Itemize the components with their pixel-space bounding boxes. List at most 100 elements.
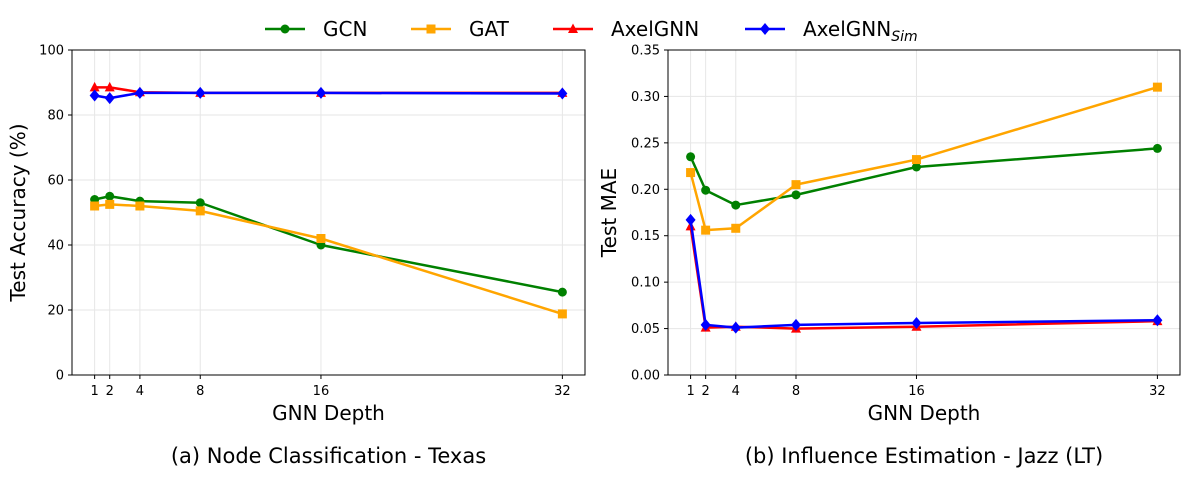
x-tick-label: 16 <box>908 384 925 399</box>
series-gat <box>90 199 567 319</box>
x-tick-label: 32 <box>1149 384 1166 399</box>
series-gcn-point <box>1152 143 1162 153</box>
series-gat-point <box>105 199 115 209</box>
series-gat-point <box>195 206 205 216</box>
x-tick-label: 2 <box>702 384 710 399</box>
x-tick-label: 16 <box>313 384 330 399</box>
legend-item-gcn: GCN <box>265 17 367 41</box>
series-gcn-point <box>195 198 205 208</box>
y-tick-label: 0.00 <box>631 369 660 384</box>
series-gcn <box>686 143 1162 210</box>
series-axelgnn-sim <box>685 213 1163 334</box>
plot-frame <box>667 49 1181 376</box>
y-axis: 0 20 40 60 80 100 <box>39 44 72 384</box>
series-axelgnn-sim-point <box>685 213 696 226</box>
panel-caption: (a) Node Classification - Texas <box>171 444 486 468</box>
series-gcn-point <box>911 162 921 172</box>
series-axelgnn-sim-line <box>94 91 563 100</box>
series-axelgnn-sim-point <box>1152 314 1163 327</box>
y-tick-label: 0.25 <box>631 136 660 151</box>
x-tick-label: 1 <box>90 384 98 399</box>
x-tick-label: 8 <box>196 384 204 399</box>
series-axelgnn-sim-point <box>557 87 568 100</box>
legend-subscript: Sim <box>891 29 917 45</box>
y-axis-label: Test MAE <box>597 168 621 258</box>
series-gat <box>686 82 1162 235</box>
panel-caption: (b) Influence Estimation - Jazz (LT) <box>745 444 1103 468</box>
y-tick-label: 0.30 <box>631 90 660 105</box>
legend: GCN GAT AxelGNN AxelGNNSim <box>265 17 918 45</box>
series-axelgnn <box>685 220 1163 333</box>
x-tick-label: 2 <box>106 384 114 399</box>
legend-marker <box>568 23 578 33</box>
legend-item-axelgnn-sim: AxelGNNSim <box>745 17 918 45</box>
y-tick-label: 40 <box>47 239 64 254</box>
legend-label: AxelGNN <box>611 17 699 41</box>
x-axis-label: GNN Depth <box>868 401 981 425</box>
x-tick-label: 4 <box>732 384 740 399</box>
series-gat-point <box>731 223 741 233</box>
series-axelgnn-line <box>689 226 1158 330</box>
series-gcn-point <box>731 200 741 210</box>
series-axelgnn-sim-point <box>730 321 741 334</box>
x-tick-label: 4 <box>136 384 144 399</box>
x-tick-label: 32 <box>554 384 571 399</box>
series-gcn-point <box>557 287 567 297</box>
series-gcn-line <box>689 147 1158 207</box>
legend-marker <box>760 23 770 35</box>
y-tick-label: 0.15 <box>631 229 660 244</box>
y-axis: 0.00 0.05 0.10 0.15 0.20 0.25 0.30 0.35 <box>631 44 668 384</box>
series-axelgnn-sim-point <box>195 86 206 99</box>
series-axelgnn-sim-point <box>315 86 326 99</box>
series-axelgnn-sim-point <box>104 92 115 105</box>
series-gat-point <box>557 309 567 319</box>
y-tick-label: 80 <box>47 109 64 124</box>
legend-marker <box>426 24 436 34</box>
series-gat-point <box>701 225 711 235</box>
series-gat-point <box>135 201 145 211</box>
series-gat-point <box>791 180 801 190</box>
y-tick-label: 0.35 <box>631 44 660 59</box>
y-tick-label: 0.20 <box>631 183 660 198</box>
series-axelgnn-sim-point <box>89 89 100 102</box>
legend-item-gat: GAT <box>411 17 510 41</box>
legend-item-axelgnn: AxelGNN <box>553 17 699 41</box>
series-gat-point <box>316 234 326 243</box>
series-axelgnn <box>89 81 568 97</box>
series-gcn-point <box>105 191 115 201</box>
y-tick-label: 0.10 <box>631 276 660 291</box>
y-tick-label: 60 <box>47 174 64 189</box>
y-tick-label: 0.05 <box>631 322 660 337</box>
series-axelgnn-sim-line <box>689 219 1158 329</box>
series-gat-line <box>94 203 563 316</box>
series-gcn-point <box>701 185 711 195</box>
y-tick-label: 20 <box>47 304 64 319</box>
legend-label: GAT <box>469 17 510 41</box>
x-axis: 1 2 4 8 16 32 <box>90 375 571 399</box>
series-gcn-point <box>791 190 801 200</box>
panel-influence-estimation: 1 2 4 8 16 32 0.00 0.05 0.10 0.15 0.20 0.25 0.30 0.35… <box>597 44 1181 468</box>
series-axelgnn-point <box>104 81 115 92</box>
x-tick-label: 8 <box>792 384 800 399</box>
y-tick-label: 0 <box>56 369 64 384</box>
series-gcn-line <box>94 195 563 294</box>
legend-marker <box>280 24 290 34</box>
series-gcn <box>90 191 567 297</box>
series-gat-point <box>686 168 696 178</box>
legend-label: GCN <box>323 17 367 41</box>
x-axis: 1 2 4 8 16 32 <box>686 375 1166 399</box>
series-axelgnn-sim-point <box>911 317 922 329</box>
y-tick-label: 100 <box>39 44 64 59</box>
series-axelgnn-point <box>89 81 100 92</box>
series-axelgnn-sim-point <box>134 86 145 99</box>
panel-node-classification: 1 2 4 8 16 32 0 20 40 60 80 100 GNN Depth Test Accura… <box>6 44 586 468</box>
series-axelgnn-sim-point <box>700 318 711 331</box>
series-gat-line <box>689 85 1158 232</box>
series-gat-point <box>90 201 100 211</box>
plot-frame <box>71 49 586 376</box>
series-axelgnn-sim <box>89 86 568 105</box>
grid <box>72 49 585 376</box>
x-tick-label: 1 <box>686 384 694 399</box>
legend-label: AxelGNNSim <box>803 17 918 45</box>
